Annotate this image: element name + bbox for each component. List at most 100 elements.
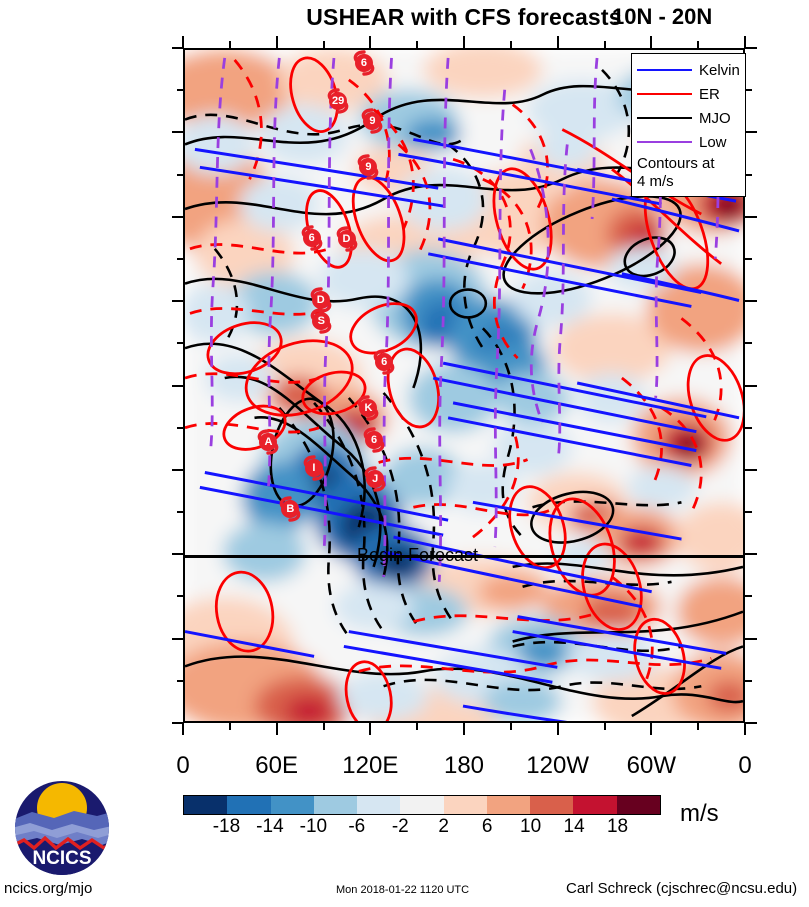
y-axis-minor-tick-right xyxy=(745,426,752,429)
x-axis-minor-tick xyxy=(416,723,419,730)
legend-label-er: ER xyxy=(699,85,720,103)
plot-inner xyxy=(185,50,743,721)
colorbar-swatch-9 xyxy=(573,796,617,814)
ncics-logo-text: NCICS xyxy=(32,848,91,869)
tropical-cyclone-label: B xyxy=(281,500,300,519)
colorbar-swatch-6 xyxy=(443,796,487,814)
tropical-cyclone-swirl-icon xyxy=(363,426,385,453)
y-axis-minor-tick xyxy=(177,89,184,92)
x-axis-minor-tick-top xyxy=(416,41,419,48)
tropical-cyclone-label: S xyxy=(312,312,331,331)
y-axis-tick-right xyxy=(745,300,757,303)
tropical-cyclone-swirl-icon xyxy=(358,154,379,181)
tropical-cyclone-label: D xyxy=(337,230,356,249)
colorbar-unit-label: m/s xyxy=(680,800,719,827)
tropical-cyclone-swirl-icon xyxy=(373,349,395,375)
colorbar-tick-label: 14 xyxy=(563,816,585,837)
y-axis-tick xyxy=(172,300,184,303)
legend-note-line2: 4 m/s xyxy=(637,172,674,190)
series-legend: Kelvin ER MJO Low Contours at 4 m/s xyxy=(631,53,746,197)
colorbar-swatch-5 xyxy=(400,796,444,814)
y-axis-tick-right xyxy=(745,553,757,556)
x-axis-minor-tick-top xyxy=(697,41,700,48)
legend-swatch-er xyxy=(637,93,692,95)
x-axis-tick xyxy=(369,723,372,735)
y-axis-minor-tick xyxy=(177,342,184,345)
x-axis-tick xyxy=(182,723,184,735)
tropical-cyclone-swirl-icon xyxy=(353,50,375,76)
colorbar xyxy=(183,795,661,815)
tropical-cyclone-label: 6 xyxy=(354,53,373,72)
hovmoller-canvas xyxy=(185,50,743,721)
x-axis-minor-tick xyxy=(228,723,231,730)
y-axis-tick xyxy=(172,47,184,49)
x-axis-label: 0 xyxy=(176,752,190,779)
colorbar-swatch-7 xyxy=(486,796,531,814)
y-axis-minor-tick-right xyxy=(745,511,752,514)
x-axis-minor-tick xyxy=(697,723,700,730)
y-axis-tick-right xyxy=(745,637,757,640)
x-axis-label: 0 xyxy=(738,752,752,779)
y-axis-minor-tick-right xyxy=(745,342,752,345)
y-axis-tick-right xyxy=(745,384,757,387)
tropical-cyclone-label: 6 xyxy=(302,228,321,247)
colorbar-tick-label: 2 xyxy=(438,816,450,837)
x-axis-tick-top xyxy=(275,36,278,48)
tropical-cyclone-swirl-icon xyxy=(258,428,279,455)
tropical-cyclone-label: J xyxy=(366,469,385,488)
x-axis-tick-top xyxy=(463,36,465,48)
colorbar-tick-label: -18 xyxy=(212,816,241,837)
tropical-cyclone-label: 9 xyxy=(363,111,382,130)
footer-site-link[interactable]: ncics.org/mjo xyxy=(4,880,93,897)
tropical-cyclone-swirl-icon xyxy=(364,465,386,492)
colorbar-tick-label: -2 xyxy=(391,816,409,837)
y-axis-minor-tick xyxy=(177,173,184,176)
y-axis-minor-tick xyxy=(177,511,184,514)
colorbar-tick-label: -6 xyxy=(348,816,366,837)
y-axis-tick-right xyxy=(745,131,757,134)
x-axis-minor-tick xyxy=(603,723,606,730)
legend-swatch-mjo xyxy=(637,117,692,119)
x-axis-label: 120E xyxy=(342,752,399,779)
y-axis-minor-tick xyxy=(177,257,184,260)
colorbar-swatch-8 xyxy=(530,796,574,814)
x-axis-minor-tick xyxy=(322,723,325,730)
tropical-cyclone-label: 6 xyxy=(365,430,384,449)
tropical-cyclone-label: K xyxy=(359,398,378,417)
x-axis-tick xyxy=(744,723,746,735)
y-axis-tick-right xyxy=(745,468,757,471)
x-axis-minor-tick-top xyxy=(603,41,606,48)
y-axis-tick xyxy=(172,131,184,134)
tropical-cyclone-label: A xyxy=(259,432,278,451)
tropical-cyclone-swirl-icon xyxy=(362,108,383,134)
y-axis-minor-tick-right xyxy=(745,595,752,598)
tropical-cyclone-swirl-icon xyxy=(310,308,332,335)
colorbar-swatch-2 xyxy=(270,796,314,814)
x-axis-minor-tick-top xyxy=(228,41,231,48)
colorbar-swatch-10 xyxy=(616,796,660,814)
x-axis-tick-top xyxy=(744,36,746,48)
colorbar-tick-label: -14 xyxy=(256,816,284,837)
tropical-cyclone-label: I xyxy=(304,458,323,477)
x-axis-label: 120W xyxy=(526,752,590,779)
y-axis-minor-tick-right xyxy=(745,679,752,682)
title-main-text: USHEAR with CFS forecasts xyxy=(306,3,622,30)
x-axis-minor-tick-top xyxy=(322,41,325,48)
footer-author: Carl Schreck (cjschrec@ncsu.edu) xyxy=(566,880,798,897)
y-axis-minor-tick xyxy=(177,426,184,429)
y-axis-tick-right xyxy=(745,722,757,724)
legend-swatch-low xyxy=(637,141,692,143)
x-axis-tick xyxy=(556,723,559,735)
colorbar-ticks: -18 -14 -10 -6 -2 2 6 10 14 18 xyxy=(183,816,661,840)
tropical-cyclone-swirl-icon xyxy=(280,496,301,522)
x-axis-minor-tick xyxy=(509,723,512,730)
mjo-contours xyxy=(185,68,743,718)
tropical-cyclone-label: 29 xyxy=(329,92,348,111)
ncics-logo[interactable]: NCICS xyxy=(12,778,112,878)
tropical-cyclone-swirl-icon xyxy=(301,224,322,251)
colorbar-tick-label: 10 xyxy=(520,816,542,837)
x-axis-tick xyxy=(650,723,653,735)
y-axis-tick xyxy=(172,637,184,640)
y-axis-tick xyxy=(172,468,184,471)
